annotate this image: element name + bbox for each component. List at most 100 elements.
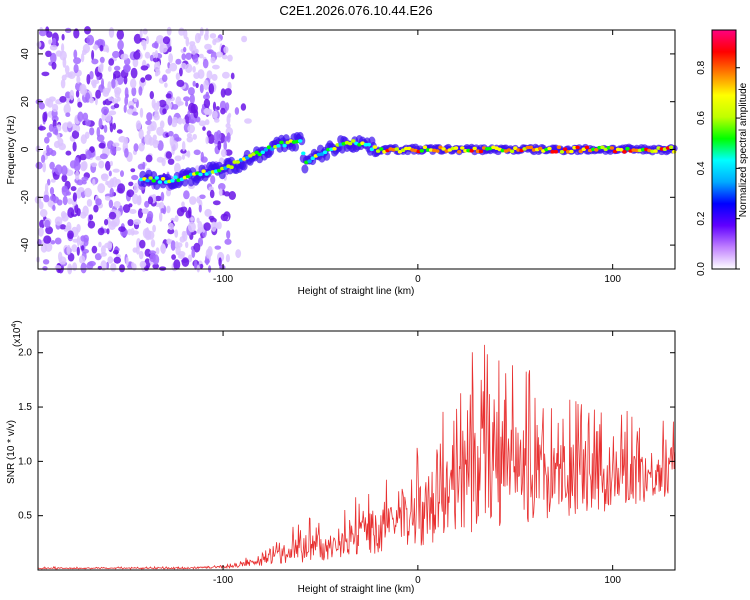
noise-speck xyxy=(152,263,159,270)
noise-speck xyxy=(189,196,197,205)
spectrogram-x-label: Height of straight line (km) xyxy=(298,286,415,297)
noise-speck xyxy=(45,50,52,57)
noise-speck xyxy=(73,28,80,39)
snr-x-label: Height of straight line (km) xyxy=(298,584,415,595)
x-tick-label: -100 xyxy=(213,274,233,285)
ridge-core xyxy=(472,146,477,151)
noise-speck xyxy=(226,114,231,125)
svg-text:(x104): (x104) xyxy=(11,320,23,347)
noise-speck xyxy=(70,186,77,192)
noise-speck xyxy=(98,241,102,248)
noise-speck xyxy=(219,100,227,111)
snr-x-ticks: -100 0 100 xyxy=(213,331,621,586)
x-tick-label: 0 xyxy=(415,274,421,285)
noise-speck xyxy=(220,149,227,158)
noise-speck xyxy=(167,130,174,137)
snr-panel: -100 0 100 0.5 1.0 1.5 2.0 Height of straight… xyxy=(6,320,676,595)
ridge-core xyxy=(478,149,484,154)
ridge-core xyxy=(400,148,406,152)
noise-speck xyxy=(40,243,48,253)
noise-speck xyxy=(54,216,63,226)
noise-speck xyxy=(65,150,72,156)
ridge-core xyxy=(266,145,272,149)
noise-speck xyxy=(218,257,222,267)
noise-speck xyxy=(169,135,175,147)
noise-speck xyxy=(165,93,172,99)
noise-speck xyxy=(91,50,95,61)
noise-speck xyxy=(84,187,92,198)
ridge-core xyxy=(569,149,574,154)
noise-speck xyxy=(124,87,129,98)
noise-speck xyxy=(130,168,136,173)
noise-speck xyxy=(113,103,120,109)
noise-speck xyxy=(157,61,161,67)
noise-speck xyxy=(66,121,73,129)
noise-speck xyxy=(50,178,56,183)
noise-speck xyxy=(103,124,108,133)
noise-speck xyxy=(112,168,120,173)
ridge-core xyxy=(217,168,222,173)
noise-speck xyxy=(160,191,165,202)
noise-speck xyxy=(110,263,117,272)
noise-speck xyxy=(101,78,104,89)
noise-speck xyxy=(154,195,163,202)
noise-speck xyxy=(181,154,185,160)
noise-speck xyxy=(49,44,58,51)
noise-speck xyxy=(221,54,228,60)
snr-scale-exponent: 4 xyxy=(11,324,18,328)
noise-speck xyxy=(135,120,142,130)
noise-speck xyxy=(178,254,185,259)
noise-speck xyxy=(181,53,186,61)
noise-speck xyxy=(107,240,113,251)
noise-speck xyxy=(133,50,141,60)
ridge-outer xyxy=(292,142,299,152)
noise-speck xyxy=(75,170,80,181)
noise-speck xyxy=(244,118,252,124)
noise-speck xyxy=(186,133,192,138)
ridge-core xyxy=(301,151,306,156)
noise-speck xyxy=(225,123,231,129)
noise-speck xyxy=(183,46,187,53)
noise-speck xyxy=(159,120,165,129)
noise-speck xyxy=(98,160,105,169)
noise-speck xyxy=(224,149,233,156)
noise-speck xyxy=(49,187,55,195)
y-tick-label: 0.5 xyxy=(18,511,32,522)
ridge-core xyxy=(435,149,440,153)
noise-speck xyxy=(96,134,105,142)
ridge-core xyxy=(609,146,615,150)
noise-speck xyxy=(61,74,67,81)
noise-speck xyxy=(62,57,67,68)
noise-speck xyxy=(86,74,91,85)
noise-speck xyxy=(152,194,157,199)
noise-speck xyxy=(91,245,98,254)
noise-speck xyxy=(72,192,77,202)
ridge-core xyxy=(151,179,156,183)
noise-speck xyxy=(100,245,106,255)
noise-speck xyxy=(178,27,185,36)
noise-speck xyxy=(101,106,110,115)
noise-speck xyxy=(146,130,151,135)
noise-speck xyxy=(44,219,51,229)
noise-speck xyxy=(76,75,81,84)
noise-speck xyxy=(112,249,119,255)
noise-speck xyxy=(86,34,95,46)
spectrogram-panel: -100 0 100 -40 -20 0 20 40 Height of straight … xyxy=(6,26,678,297)
noise-speck xyxy=(156,35,164,44)
ridge-core xyxy=(562,147,568,151)
noise-speck xyxy=(206,70,213,80)
noise-speck xyxy=(139,107,144,118)
noise-speck xyxy=(204,208,212,217)
noise-speck xyxy=(193,72,200,79)
noise-speck xyxy=(140,77,146,83)
noise-speck xyxy=(211,221,217,232)
noise-speck xyxy=(46,31,53,38)
ridge-core xyxy=(310,156,315,160)
y-tick-label: -40 xyxy=(20,237,31,252)
noise-speck xyxy=(82,112,89,121)
ridge-core xyxy=(157,180,163,184)
noise-speck xyxy=(52,103,59,113)
spectrogram-y-ticks: -40 -20 0 20 40 xyxy=(20,48,675,252)
noise-speck xyxy=(214,245,222,250)
ridge-core xyxy=(173,175,178,179)
